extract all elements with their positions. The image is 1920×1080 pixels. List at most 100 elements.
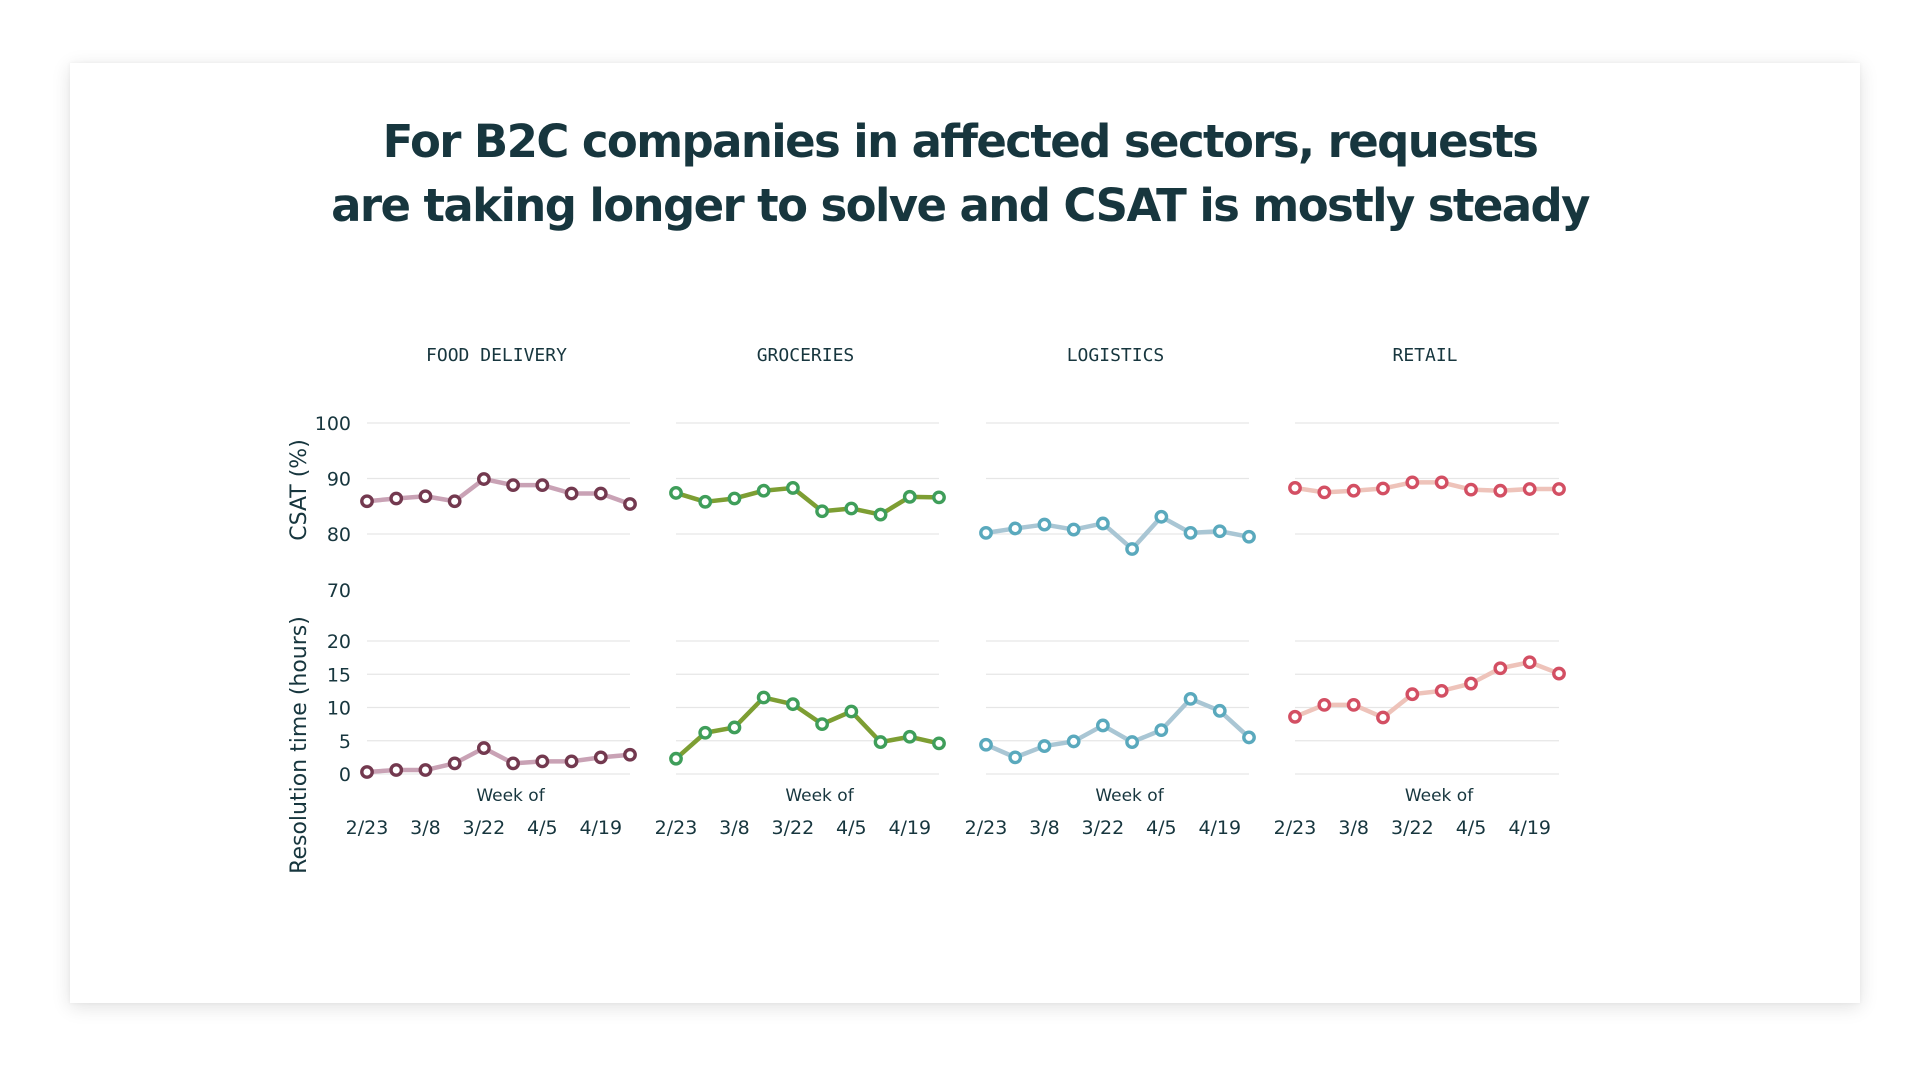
data-point-resolution: [727, 720, 742, 735]
data-point-resolution: [1376, 710, 1390, 725]
data-point-csat: [979, 525, 993, 540]
data-point-csat: [669, 486, 683, 500]
data-point-resolution: [1037, 739, 1052, 753]
data-point-csat: [1125, 542, 1140, 556]
data-point-csat: [1242, 529, 1256, 544]
x-tick-label: 3/22: [463, 817, 506, 839]
data-point-csat: [1346, 483, 1361, 498]
data-point-csat: [698, 494, 713, 509]
data-point-csat: [418, 489, 433, 504]
data-point-csat: [756, 483, 771, 498]
x-tick-label: 2/23: [655, 817, 698, 839]
series-line-csat: [364, 476, 633, 507]
data-point-csat: [1154, 509, 1169, 524]
data-point-resolution: [564, 754, 579, 769]
data-point-resolution: [1125, 735, 1140, 749]
data-point-resolution: [1346, 697, 1361, 712]
chart-title: For B2C companies in affected sectors, r…: [0, 110, 1920, 238]
x-tick-label: 3/8: [1029, 817, 1060, 839]
data-point-csat: [593, 486, 608, 501]
x-axis-label: Week of: [1095, 786, 1164, 806]
data-point-csat: [1317, 485, 1332, 500]
data-point-csat: [535, 478, 550, 493]
data-point-csat: [873, 507, 888, 522]
data-point-csat: [1212, 524, 1227, 539]
data-point-resolution: [418, 763, 433, 777]
data-point-csat: [389, 491, 404, 506]
y-tick-label: 100: [315, 413, 351, 435]
data-point-resolution: [1008, 750, 1023, 765]
y-tick-label: 70: [327, 580, 351, 602]
chart-title-line-1: For B2C companies in affected sectors, r…: [382, 115, 1539, 168]
data-point-resolution: [1242, 730, 1256, 745]
data-point-resolution: [1095, 718, 1110, 733]
axes: CSAT (%) Resolution time (hours) 1009080…: [287, 413, 351, 874]
data-point-csat: [564, 486, 579, 501]
x-tick-label: 4/5: [1146, 817, 1177, 839]
y-axis-label-resolution: Resolution time (hours): [287, 616, 312, 874]
y-axis-label-csat: CSAT (%): [287, 439, 312, 541]
data-point-csat: [1464, 482, 1478, 497]
gridlines: [367, 422, 1559, 775]
panel-title: LOGISTICS: [1067, 345, 1165, 366]
data-point-csat: [1288, 481, 1302, 495]
data-point-csat: [1522, 482, 1537, 496]
data-point-csat: [1376, 481, 1390, 496]
data-point-csat: [902, 489, 917, 504]
data-point-resolution: [1522, 655, 1537, 670]
x-tick-label: 4/19: [1198, 817, 1241, 839]
data-point-csat: [1183, 525, 1198, 540]
series-line-resolution: [983, 696, 1252, 760]
chart-card: [70, 63, 1860, 1003]
data-point-csat: [623, 497, 637, 511]
data-point-csat: [1095, 516, 1110, 531]
x-tick-label: 3/8: [410, 817, 441, 839]
data-point-resolution: [902, 729, 917, 744]
y-tick-label: 15: [327, 664, 351, 686]
x-tick-label: 3/22: [1391, 817, 1434, 839]
data-point-resolution: [698, 725, 713, 740]
data-point-resolution: [1493, 661, 1508, 676]
panel-retail: RETAIL Week of 2/23 3/8 3/22 4/5 4/19: [1274, 345, 1566, 839]
data-point-resolution: [535, 754, 550, 769]
data-point-resolution: [844, 704, 859, 719]
data-point-resolution: [506, 756, 521, 771]
data-point-resolution: [785, 697, 800, 712]
data-point-csat: [1493, 483, 1508, 498]
x-tick-label: 4/19: [888, 817, 931, 839]
x-tick-label: 3/8: [719, 817, 750, 839]
x-tick-label: 4/19: [1508, 817, 1551, 839]
data-point-resolution: [669, 751, 683, 766]
data-point-csat: [1066, 522, 1081, 537]
data-point-csat: [1037, 517, 1052, 532]
panel-groceries: GROCERIES Week of 2/23 3/8 3/22 4/5 4/19: [655, 345, 946, 839]
series-line-resolution: [364, 745, 633, 775]
data-point-resolution: [979, 737, 993, 752]
panel-title: GROCERIES: [757, 345, 855, 366]
x-tick-label: 2/23: [1274, 817, 1317, 839]
data-point-csat: [815, 504, 830, 519]
chart-title-line-2: are taking longer to solve and CSAT is m…: [331, 179, 1590, 232]
data-point-resolution: [389, 763, 404, 777]
x-tick-label: 2/23: [346, 817, 389, 839]
data-point-csat: [844, 501, 859, 516]
series-line-resolution: [673, 695, 942, 761]
data-point-csat: [1008, 521, 1023, 536]
data-point-resolution: [815, 717, 830, 732]
data-point-resolution: [1066, 734, 1081, 749]
series-line-csat: [1292, 480, 1562, 495]
panels: FOOD DELIVERY Week of 2/23 3/8 3/22 4/5 4/19 GR…: [346, 345, 1566, 839]
panel-title: FOOD DELIVERY: [426, 345, 567, 366]
data-point-resolution: [1288, 709, 1302, 724]
data-point-resolution: [360, 765, 374, 779]
x-axis-label: Week of: [476, 786, 545, 806]
series-line-csat: [673, 485, 942, 517]
x-axis-label: Week of: [785, 786, 854, 806]
x-axis-label: Week of: [1405, 786, 1474, 806]
data-point-resolution: [1212, 703, 1227, 718]
data-point-resolution: [932, 736, 946, 751]
y-tick-label: 80: [327, 524, 351, 546]
x-tick-label: 2/23: [965, 817, 1008, 839]
data-point-csat: [360, 494, 374, 509]
